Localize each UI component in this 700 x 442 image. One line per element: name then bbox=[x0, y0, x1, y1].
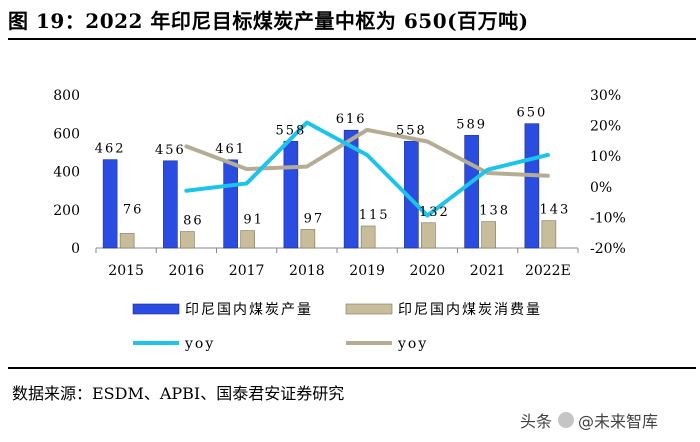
footer-rule bbox=[8, 367, 696, 369]
chart-axes: 2015 2016 2017 2018 2019 2020 2021 2022E 0 200 400… bbox=[53, 88, 626, 279]
right-y-tick-label: -10% bbox=[590, 210, 626, 226]
chart: 2015 2016 2017 2018 2019 2020 2021 2022E 0 200 400… bbox=[53, 88, 626, 352]
consumption-data-label: 86 bbox=[183, 214, 204, 229]
page-title: 图 19：2022 年印尼目标煤炭产量中枢为 650(百万吨) bbox=[8, 8, 529, 33]
chart-lines bbox=[184, 120, 550, 218]
production-data-label: 558 bbox=[396, 123, 427, 138]
production-data-label: 558 bbox=[275, 123, 306, 138]
watermark: 头条 @未来智库 bbox=[520, 404, 696, 436]
consumption-bar bbox=[541, 220, 557, 249]
production-data-label: 462 bbox=[95, 142, 126, 157]
legend-label: yoy bbox=[184, 336, 215, 352]
x-tick-label: 2022E bbox=[525, 263, 571, 279]
watermark-handle: @未来智库 bbox=[578, 412, 659, 431]
production-bar bbox=[163, 160, 178, 249]
x-tick-label: 2018 bbox=[289, 263, 325, 279]
production-bar bbox=[283, 140, 299, 249]
production-data-label: 616 bbox=[336, 112, 367, 127]
consumption-data-label: 76 bbox=[123, 202, 144, 217]
right-y-tick-label: 0% bbox=[590, 180, 612, 196]
right-y-tick-label: 20% bbox=[590, 119, 621, 135]
title-rule bbox=[8, 38, 696, 40]
production-bar bbox=[343, 129, 359, 249]
chart-data-labels: 462 456 461 558 616 558 589 650 76 86 91 97 115 132 13… bbox=[95, 106, 570, 229]
source-note: 数据来源：ESDM、APBI、国泰君安证券研究 bbox=[12, 384, 345, 403]
consumption-data-label: 132 bbox=[419, 205, 450, 220]
production-bar bbox=[223, 159, 238, 249]
consumption-data-label: 115 bbox=[359, 208, 390, 223]
toutiao-logo-icon bbox=[558, 412, 575, 428]
production-data-label: 456 bbox=[155, 143, 186, 158]
production-bar bbox=[464, 135, 479, 249]
watermark-prefix: 头条 bbox=[520, 412, 553, 431]
left-y-tick-label: 0 bbox=[71, 241, 80, 257]
consumption-bar bbox=[180, 231, 195, 249]
production-bar bbox=[524, 123, 540, 249]
left-y-tick-label: 600 bbox=[53, 126, 80, 142]
production-bar bbox=[102, 159, 118, 249]
x-tick-label: 2019 bbox=[349, 263, 385, 279]
consumption-bar bbox=[481, 221, 496, 249]
x-tick-label: 2016 bbox=[169, 263, 205, 279]
right-y-tick-label: 10% bbox=[590, 149, 621, 165]
x-tick-label: 2015 bbox=[108, 263, 144, 279]
x-tick-label: 2020 bbox=[410, 263, 446, 279]
x-tick-label: 2021 bbox=[470, 263, 506, 279]
consumption-bar bbox=[119, 233, 135, 249]
legend-bar-swatch bbox=[345, 303, 393, 315]
consumption-data-label: 91 bbox=[243, 213, 264, 228]
production-yoy-line bbox=[184, 120, 550, 218]
consumption-bar bbox=[300, 229, 316, 249]
legend-label: 印尼国内煤炭产量 bbox=[185, 302, 313, 318]
production-data-label: 589 bbox=[456, 117, 487, 132]
legend-label: yoy bbox=[397, 336, 428, 352]
left-y-tick-label: 400 bbox=[53, 165, 80, 181]
legend-label: 印尼国内煤炭消费量 bbox=[398, 302, 542, 318]
consumption-bar bbox=[240, 230, 255, 249]
production-data-label: 650 bbox=[516, 106, 547, 121]
chart-legend: 印尼国内煤炭产量 印尼国内煤炭消费量 yoy yoy bbox=[132, 302, 542, 352]
consumption-data-label: 143 bbox=[539, 203, 570, 218]
consumption-bar bbox=[421, 222, 436, 249]
x-tick-label: 2017 bbox=[229, 263, 265, 279]
consumption-data-label: 138 bbox=[479, 204, 510, 219]
consumption-yoy-line bbox=[184, 127, 550, 178]
left-y-tick-label: 800 bbox=[53, 88, 80, 104]
right-y-tick-label: 30% bbox=[590, 88, 621, 104]
consumption-data-label: 97 bbox=[304, 211, 325, 226]
legend-bar-swatch bbox=[132, 303, 180, 315]
left-y-tick-label: 200 bbox=[53, 203, 80, 219]
right-y-tick-label: -20% bbox=[590, 241, 626, 257]
consumption-bar bbox=[360, 225, 376, 249]
production-data-label: 461 bbox=[215, 142, 246, 157]
